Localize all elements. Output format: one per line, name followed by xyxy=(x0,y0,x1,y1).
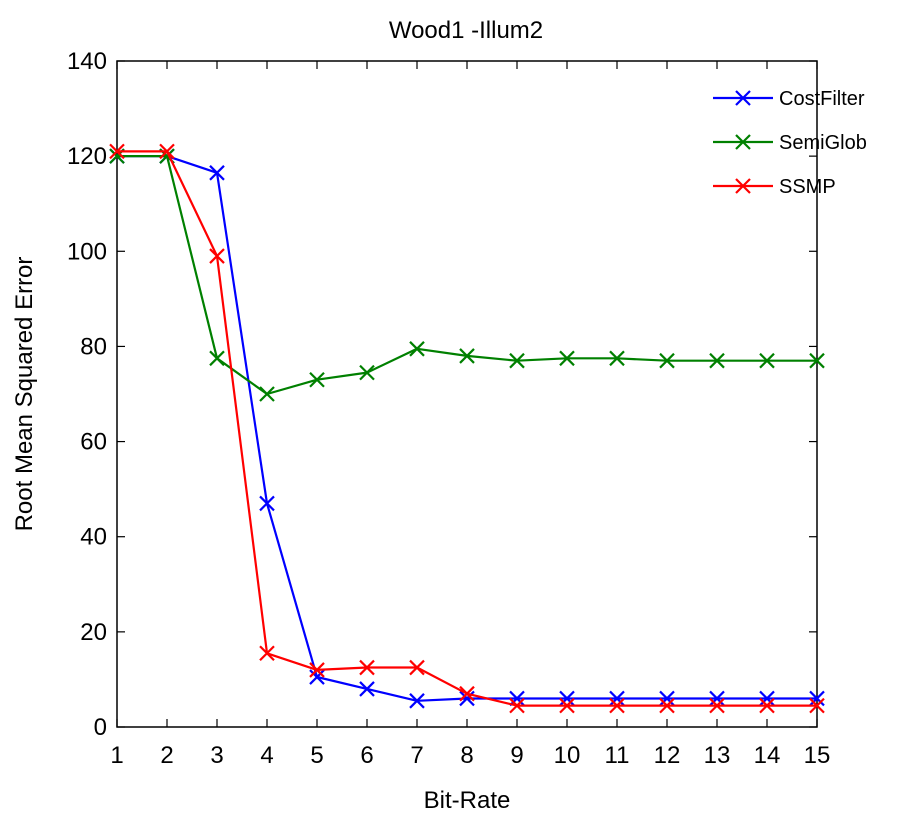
x-tick-label: 3 xyxy=(210,742,223,769)
x-axis-ticks: 1 2 3 4 5 6 7 8 9 10 11 12 13 14 15 xyxy=(110,61,830,769)
data-point-semiglob xyxy=(559,350,575,367)
y-tick-label: 20 xyxy=(80,619,107,646)
data-point-ssmp xyxy=(409,659,425,676)
data-point-costfilter xyxy=(809,690,825,707)
y-tick-label: 80 xyxy=(80,333,107,360)
y-tick-label: 40 xyxy=(80,524,107,551)
data-point-ssmp xyxy=(509,697,525,714)
legend-marker xyxy=(735,178,751,194)
legend-item-costfilter: CostFilter xyxy=(713,88,865,110)
x-tick-label: 11 xyxy=(605,742,630,769)
data-point-semiglob xyxy=(359,364,375,381)
legend-label: CostFilter xyxy=(779,88,865,110)
data-point-costfilter xyxy=(609,690,625,707)
series-ssmp xyxy=(109,143,825,714)
data-point-ssmp xyxy=(309,662,325,678)
data-point-ssmp xyxy=(659,697,675,714)
y-tick-label: 0 xyxy=(94,714,107,741)
x-tick-label: 7 xyxy=(410,742,423,769)
y-tick-label: 120 xyxy=(67,143,107,170)
y-tick-label: 60 xyxy=(80,429,107,456)
legend-marker xyxy=(735,134,751,150)
x-tick-label: 6 xyxy=(360,742,373,769)
data-point-semiglob xyxy=(259,386,275,402)
data-point-ssmp xyxy=(359,659,375,676)
data-point-semiglob xyxy=(659,352,675,369)
data-point-ssmp xyxy=(459,685,475,702)
x-tick-label: 2 xyxy=(160,742,173,769)
legend-item-semiglob: SemiGlob xyxy=(713,132,867,154)
legend-label: SSMP xyxy=(779,176,836,198)
x-tick-label: 9 xyxy=(510,742,523,769)
data-point-ssmp xyxy=(709,697,725,714)
data-point-ssmp xyxy=(209,248,225,264)
data-point-costfilter xyxy=(709,690,725,707)
y-tick-label: 140 xyxy=(67,48,107,75)
data-point-costfilter xyxy=(509,690,525,707)
x-axis-label: Bit-Rate xyxy=(424,787,511,814)
data-point-costfilter xyxy=(759,690,775,707)
x-tick-label: 1 xyxy=(110,742,123,769)
data-point-ssmp xyxy=(759,697,775,714)
series-layer xyxy=(109,143,825,714)
x-tick-label: 14 xyxy=(754,742,781,769)
data-point-costfilter xyxy=(359,681,375,697)
x-tick-label: 12 xyxy=(654,742,681,769)
x-tick-label: 8 xyxy=(460,742,473,769)
data-point-semiglob xyxy=(609,350,625,367)
data-point-semiglob xyxy=(209,350,225,367)
data-point-semiglob xyxy=(709,352,725,369)
y-axis-label: Root Mean Squared Error xyxy=(11,257,38,532)
chart-title: Wood1 -Illum2 xyxy=(389,17,543,44)
data-point-costfilter xyxy=(209,165,225,181)
legend: CostFilter SemiGlob SSMP xyxy=(713,88,867,198)
data-point-semiglob xyxy=(459,348,475,364)
data-point-costfilter xyxy=(409,693,425,709)
data-point-semiglob xyxy=(759,352,775,369)
data-point-ssmp xyxy=(559,697,575,714)
x-tick-label: 5 xyxy=(310,742,323,769)
data-point-semiglob xyxy=(809,352,825,369)
legend-item-ssmp: SSMP xyxy=(713,176,836,198)
data-point-costfilter xyxy=(259,495,275,512)
x-tick-label: 13 xyxy=(704,742,731,769)
series-semiglob xyxy=(109,148,825,402)
x-tick-label: 4 xyxy=(260,742,273,769)
x-tick-label: 10 xyxy=(554,742,581,769)
data-point-semiglob xyxy=(409,341,425,357)
y-axis-ticks: 0 20 40 60 80 100 120 140 xyxy=(67,48,817,741)
data-point-semiglob xyxy=(309,371,325,388)
data-point-ssmp xyxy=(109,143,125,160)
x-tick-label: 15 xyxy=(804,742,831,769)
y-tick-label: 100 xyxy=(67,238,107,265)
data-point-costfilter xyxy=(309,669,325,685)
data-point-semiglob xyxy=(509,352,525,369)
legend-marker xyxy=(735,90,751,106)
data-point-costfilter xyxy=(659,690,675,707)
data-point-ssmp xyxy=(609,697,625,714)
data-point-ssmp xyxy=(159,143,175,160)
plot-frame xyxy=(116,60,818,728)
data-point-ssmp xyxy=(259,645,275,662)
legend-label: SemiGlob xyxy=(779,132,867,154)
data-point-costfilter xyxy=(559,690,575,707)
data-point-ssmp xyxy=(809,697,825,714)
